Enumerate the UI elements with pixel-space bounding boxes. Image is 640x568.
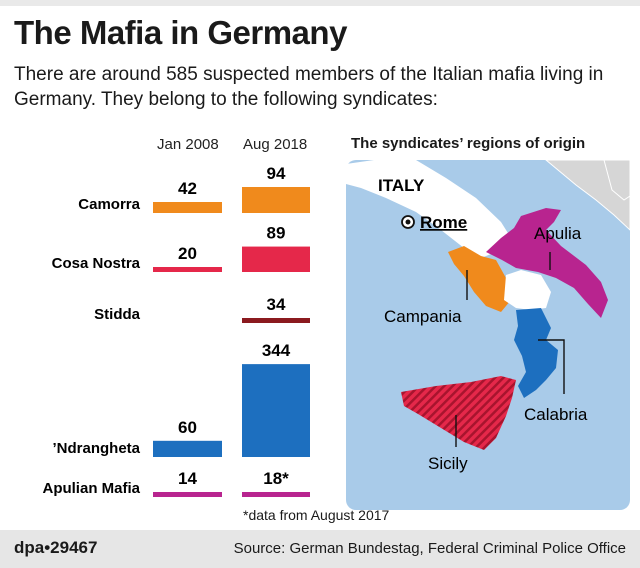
value-label-camorra-aug-2018: 94 — [267, 164, 286, 183]
footer-bar — [0, 530, 640, 568]
map-label-sicily: Sicily — [428, 454, 468, 473]
value-label-camorra-jan-2008: 42 — [178, 179, 197, 198]
series-header-jan-2008: Jan 2008 — [157, 136, 219, 153]
map-label-capital: Rome — [420, 213, 467, 232]
capital-marker-dot — [405, 219, 411, 225]
value-label-ndrangheta-jan-2008: 60 — [178, 418, 197, 437]
leader-calabria — [538, 339, 565, 394]
source-text: Source: German Bundestag, Federal Crimin… — [233, 540, 626, 557]
value-label-apulian-mafia-jan-2008: 14 — [178, 469, 197, 488]
bar-apulian-mafia-jan-2008 — [153, 492, 222, 497]
region-apulia — [486, 208, 608, 318]
map-label-calabria: Calabria — [524, 405, 588, 424]
italy-map: ITALY Rome Apulia Campania Calabria Sici… — [346, 160, 630, 510]
bar-ndrangheta-jan-2008 — [153, 440, 222, 457]
value-label-stidda-aug-2018: 34 — [267, 295, 286, 314]
map-label-campania: Campania — [384, 307, 462, 326]
category-label-stidda: Stidda — [94, 306, 140, 323]
region-campania — [448, 246, 511, 312]
value-label-ndrangheta-aug-2018: 344 — [262, 341, 291, 360]
central-italy-land — [346, 160, 511, 258]
bar-chart: Camorra 42 94 Cosa Nostra 20 89 Stidda 34 ’Ndran… — [42, 164, 310, 497]
category-label-apulian-mafia: Apulian Mafia — [42, 480, 140, 497]
dpa-logo: dpa•29467 — [14, 538, 98, 557]
category-label-ndrangheta: ’Ndrangheta — [52, 440, 140, 457]
bar-stidda-aug-2018 — [242, 318, 310, 323]
value-label-cosa-nostra-aug-2018: 89 — [267, 224, 286, 243]
page-title: The Mafia in Germany — [14, 14, 347, 51]
category-label-camorra: Camorra — [78, 196, 140, 213]
bar-camorra-aug-2018 — [242, 187, 310, 213]
region-sicily — [401, 376, 516, 450]
bar-camorra-jan-2008 — [153, 202, 222, 213]
bar-cosa-nostra-jan-2008 — [153, 267, 222, 272]
series-header-aug-2018: Aug 2018 — [243, 136, 308, 153]
region-basilicata — [504, 270, 551, 310]
top-bar — [0, 0, 640, 6]
category-label-cosa-nostra: Cosa Nostra — [52, 255, 141, 272]
bar-apulian-mafia-aug-2018 — [242, 492, 310, 497]
value-label-apulian-mafia-aug-2018: 18* — [263, 469, 289, 488]
border-line — [603, 160, 630, 201]
map-label-country: ITALY — [378, 176, 425, 195]
map-label-apulia: Apulia — [534, 224, 582, 243]
map-title: The syndicates’ regions of origin — [351, 135, 586, 152]
bar-ndrangheta-aug-2018 — [242, 364, 310, 457]
value-label-cosa-nostra-jan-2008: 20 — [178, 244, 197, 263]
region-calabria — [514, 308, 558, 398]
page-subtitle: There are around 585 suspected members o… — [14, 64, 604, 110]
bar-cosa-nostra-aug-2018 — [242, 246, 310, 272]
footnote: *data from August 2017 — [243, 507, 390, 523]
